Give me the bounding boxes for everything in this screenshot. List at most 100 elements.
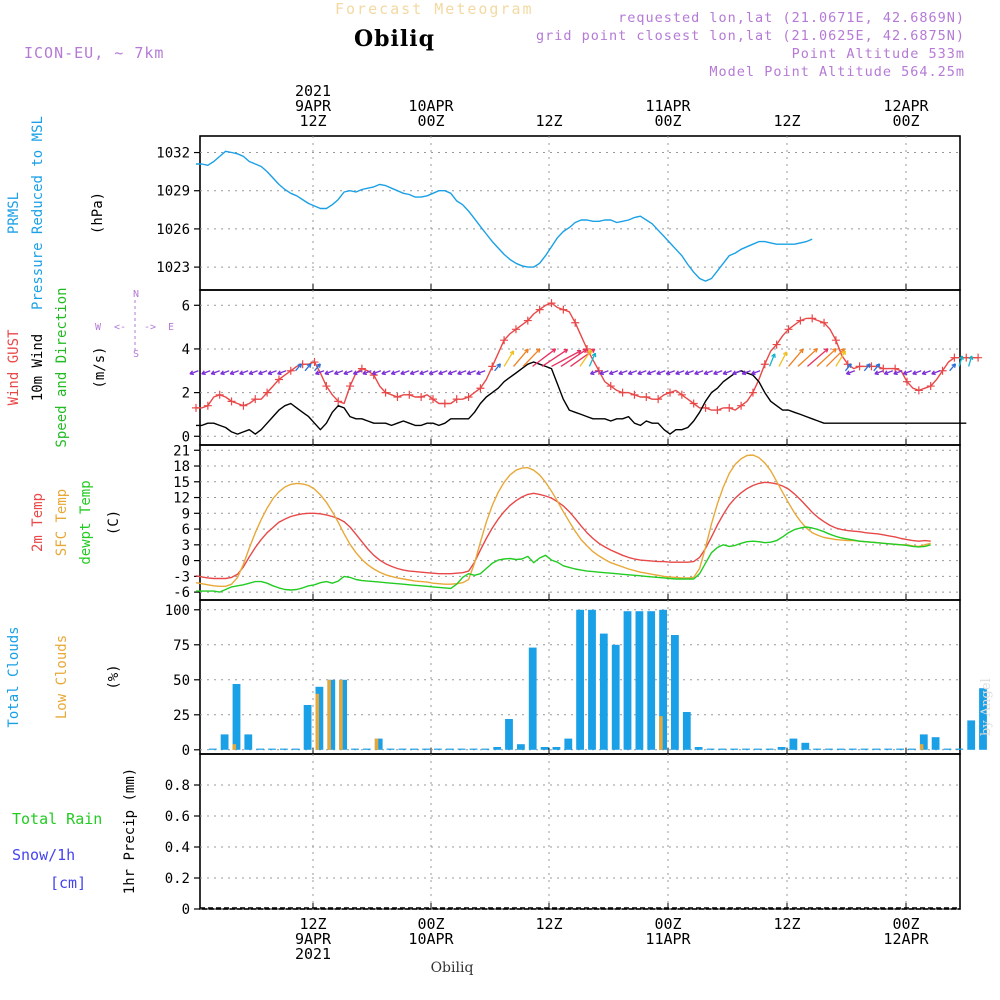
cloud-bar-total bbox=[208, 748, 217, 750]
y-tick-label: 3 bbox=[182, 538, 190, 554]
panel-unit: (C) bbox=[106, 510, 122, 535]
cloud-bar-total bbox=[493, 747, 502, 750]
cloud-bar-total bbox=[955, 748, 964, 750]
gust-marker bbox=[677, 390, 686, 399]
wind-arrow-head bbox=[189, 370, 194, 376]
wind-arrow-head bbox=[457, 370, 462, 376]
wind-direction-arrow bbox=[541, 348, 568, 367]
gust-marker bbox=[748, 388, 757, 397]
wind-arrow-head bbox=[362, 370, 367, 376]
wind-arrow-head bbox=[551, 348, 557, 353]
wind-arrow-head bbox=[201, 370, 206, 376]
cloud-bar-total bbox=[351, 748, 359, 750]
top-time-label: 00Z bbox=[654, 112, 681, 130]
gust-marker bbox=[713, 406, 722, 415]
wind-arrow-head bbox=[845, 370, 851, 376]
series-line-wind-wind bbox=[196, 361, 967, 435]
cloud-bar-total bbox=[635, 611, 644, 750]
cloud-bar-total bbox=[280, 748, 288, 750]
gust-marker bbox=[950, 353, 959, 362]
wind-arrow-head bbox=[210, 370, 216, 376]
wind-arrow-head bbox=[841, 350, 846, 355]
wind-direction-arrow bbox=[267, 370, 277, 375]
y-tick-label: 0.8 bbox=[165, 778, 190, 794]
wind-direction-arrow bbox=[912, 370, 922, 375]
wind-direction-arrow bbox=[628, 370, 638, 375]
series-line-temperature-2m bbox=[195, 481, 931, 580]
wind-arrow-head bbox=[703, 370, 709, 376]
wind-arrow-head bbox=[866, 363, 871, 368]
wind-direction-arrow bbox=[751, 370, 761, 375]
wind-direction-arrow bbox=[189, 370, 199, 375]
gust-marker bbox=[903, 377, 911, 386]
gust-marker bbox=[417, 392, 426, 401]
wind-direction-arrow bbox=[835, 350, 846, 367]
wind-direction-arrow bbox=[722, 370, 732, 375]
wind-arrow-head bbox=[306, 363, 312, 368]
cloud-bar-total bbox=[623, 611, 632, 750]
y-tick-label: 4 bbox=[182, 342, 190, 358]
y-tick-label: 15 bbox=[173, 475, 190, 491]
compass-glyph: <- bbox=[114, 322, 126, 333]
wind-arrow-head bbox=[968, 355, 974, 361]
cloud-bar-low bbox=[327, 679, 331, 750]
cloud-bar-total bbox=[268, 748, 276, 750]
y-tick-label: 25 bbox=[173, 708, 190, 724]
gust-marker bbox=[452, 395, 461, 404]
cloud-bar-total bbox=[291, 748, 300, 750]
cloud-bar-total bbox=[457, 748, 466, 750]
gust-marker bbox=[796, 316, 805, 325]
wind-arrow-head bbox=[813, 348, 818, 353]
gust-marker bbox=[891, 364, 900, 373]
y-tick-label: 1023 bbox=[156, 260, 190, 276]
model-point-altitude: Model Point Altitude 564.25m bbox=[709, 64, 965, 80]
wind-arrow-head bbox=[799, 348, 804, 354]
wind-direction-arrow bbox=[201, 370, 211, 375]
cloud-bar-total bbox=[647, 611, 656, 750]
bottom-time-label: 2021 bbox=[295, 945, 331, 963]
forecast-meteogram-title: Forecast Meteogram bbox=[335, 0, 534, 18]
cloud-bar-total bbox=[908, 748, 916, 750]
wind-direction-arrow bbox=[609, 370, 619, 375]
wind-direction-arrow bbox=[931, 370, 941, 375]
wind-direction-arrow bbox=[324, 370, 334, 375]
wind-arrow-head bbox=[239, 370, 244, 376]
wind-arrow-head bbox=[535, 348, 541, 353]
panel-unit: (hPa) bbox=[90, 192, 106, 234]
series-line-temperature-dewpt bbox=[196, 526, 931, 593]
wind-arrow-head bbox=[694, 370, 699, 376]
wind-arrow-head bbox=[646, 370, 652, 376]
gust-marker bbox=[274, 375, 283, 384]
wind-direction-arrow bbox=[703, 370, 713, 375]
bottom-time-label: 9APR bbox=[295, 930, 332, 948]
wind-direction-arrow bbox=[922, 370, 931, 375]
wind-direction-arrow bbox=[419, 370, 429, 375]
gust-marker bbox=[808, 314, 817, 323]
panel-label: 10m Wind bbox=[30, 334, 46, 401]
wind-direction-arrow bbox=[732, 370, 742, 375]
cloud-bar-total bbox=[872, 748, 881, 750]
gust-marker bbox=[334, 397, 343, 406]
wind-arrow-head bbox=[741, 370, 747, 376]
cloud-bar-total bbox=[694, 747, 703, 750]
wind-arrow-head bbox=[316, 363, 321, 368]
wind-direction-arrow bbox=[893, 370, 903, 375]
cloud-bar-total bbox=[386, 748, 395, 750]
wind-direction-arrow bbox=[656, 370, 666, 375]
wind-arrow-head bbox=[832, 348, 837, 353]
wind-arrow-head bbox=[627, 370, 633, 376]
gust-marker bbox=[440, 399, 449, 408]
y-tick-label: 0 bbox=[182, 743, 190, 759]
wind-direction-arrow bbox=[846, 370, 856, 375]
gust-marker bbox=[926, 382, 935, 391]
y-tick-label: 6 bbox=[182, 522, 190, 538]
cloud-bar-total bbox=[505, 719, 513, 750]
y-tick-label: 6 bbox=[182, 298, 190, 314]
cloud-bar-total bbox=[659, 609, 667, 750]
wind-arrow-head bbox=[277, 370, 282, 376]
wind-direction-arrow bbox=[438, 370, 448, 375]
panel-unit: (m/s) bbox=[92, 346, 108, 388]
wind-direction-arrow bbox=[258, 370, 268, 375]
gust-marker bbox=[535, 305, 544, 314]
